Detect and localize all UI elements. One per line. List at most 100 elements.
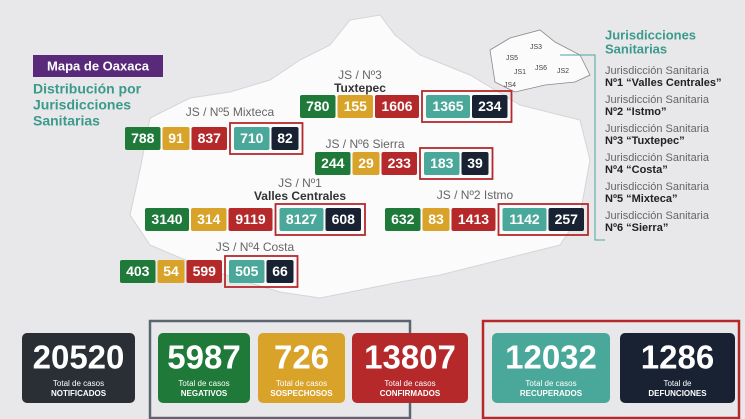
jurisdiction-label: JS / Nº2 Istmo xyxy=(437,188,514,202)
count-box xyxy=(548,208,584,231)
count-value: 3140 xyxy=(151,211,182,227)
legend-entry: Nº2 “Istmo” xyxy=(605,106,666,118)
count-value: 39 xyxy=(467,155,483,171)
count-value: 83 xyxy=(428,211,444,227)
count-value: 1413 xyxy=(458,211,489,227)
total-box xyxy=(158,333,250,403)
total-value: 20520 xyxy=(33,339,125,376)
count-box xyxy=(271,127,299,150)
count-box xyxy=(375,95,419,118)
minimap-label: JS2 xyxy=(557,68,569,75)
total-label: Total de casos xyxy=(276,379,327,388)
legend-entry: Nº5 “Mixteca” xyxy=(605,193,678,205)
total-value: 13807 xyxy=(364,339,456,376)
count-value: 155 xyxy=(344,98,368,114)
count-value: 54 xyxy=(163,263,179,279)
total-label: SOSPECHOSOS xyxy=(270,389,333,398)
count-box xyxy=(381,152,417,175)
count-value: 599 xyxy=(193,263,217,279)
total-label: CONFIRMADOS xyxy=(380,389,441,398)
highlight-outline xyxy=(497,203,589,236)
total-box xyxy=(258,333,345,403)
legend-entry: Nº1 “Valles Centrales” xyxy=(605,77,722,89)
title-box xyxy=(33,55,163,77)
count-value: 183 xyxy=(430,155,454,171)
total-label: Total de xyxy=(663,379,692,388)
count-value: 608 xyxy=(332,211,356,227)
count-box xyxy=(157,260,185,283)
count-value: 257 xyxy=(555,211,579,227)
count-box xyxy=(472,95,508,118)
legend-entry: Nº3 “Tuxtepec” xyxy=(605,135,685,147)
total-label: Total de casos xyxy=(53,379,104,388)
count-value: 66 xyxy=(272,263,288,279)
count-box xyxy=(325,208,361,231)
count-value: 780 xyxy=(306,98,330,114)
count-value: 314 xyxy=(197,211,221,227)
count-box xyxy=(228,208,273,231)
minimap-label: JS4 xyxy=(504,82,516,89)
total-box xyxy=(620,333,735,403)
legend-entry: Jurisdicción Sanitaria xyxy=(605,181,710,193)
jurisdiction-label: JS / Nº4 Costa xyxy=(216,240,295,254)
count-box xyxy=(426,95,470,118)
count-box xyxy=(300,95,336,118)
total-box xyxy=(492,333,610,403)
count-box xyxy=(424,152,460,175)
total-label: Total de casos xyxy=(384,379,435,388)
subtitle: Sanitarias xyxy=(33,113,100,129)
count-value: 710 xyxy=(240,130,264,146)
total-label: RECUPERADOS xyxy=(520,389,583,398)
highlight-outline xyxy=(224,255,299,288)
count-value: 1142 xyxy=(509,211,540,227)
count-box xyxy=(337,95,373,118)
minimap-label: JS5 xyxy=(506,55,518,62)
count-box xyxy=(451,208,496,231)
jurisdiction-label: JS / Nº5 Mixteca xyxy=(186,105,275,119)
count-value: 8127 xyxy=(286,211,317,227)
jurisdiction-label: Tuxtepec xyxy=(334,81,386,95)
legend-entry: Jurisdicción Sanitaria xyxy=(605,94,710,106)
legend-title: Jurisdicciones xyxy=(605,27,696,42)
count-value: 82 xyxy=(277,130,293,146)
count-value: 1606 xyxy=(381,98,412,114)
highlight-outline xyxy=(274,203,366,236)
count-box xyxy=(279,208,324,231)
count-box xyxy=(502,208,547,231)
count-value: 244 xyxy=(321,155,345,171)
total-value: 1286 xyxy=(641,339,714,376)
count-value: 632 xyxy=(391,211,415,227)
count-box xyxy=(191,208,227,231)
subtitle: Distribución por xyxy=(33,81,142,97)
count-box xyxy=(186,260,222,283)
count-box xyxy=(120,260,156,283)
group-outline xyxy=(481,319,741,419)
count-box xyxy=(315,152,351,175)
mini-map xyxy=(489,29,591,93)
count-box xyxy=(461,152,489,175)
count-value: 29 xyxy=(358,155,374,171)
highlight-outline xyxy=(421,90,513,123)
legend-entry: Nº6 “Sierra” xyxy=(605,222,668,234)
legend-entry: Jurisdicción Sanitaria xyxy=(605,210,710,222)
count-value: 234 xyxy=(478,98,502,114)
jurisdiction-label: JS / Nº3 xyxy=(338,68,382,82)
count-box xyxy=(234,127,270,150)
legend-entry: Jurisdicción Sanitaria xyxy=(605,152,710,164)
total-value: 726 xyxy=(274,339,329,376)
count-box xyxy=(266,260,294,283)
total-label: NOTIFICADOS xyxy=(51,389,107,398)
count-value: 233 xyxy=(388,155,412,171)
total-label: Total de casos xyxy=(525,379,576,388)
count-value: 788 xyxy=(131,130,155,146)
legend-connector xyxy=(560,54,605,241)
count-box xyxy=(162,127,190,150)
count-value: 505 xyxy=(235,263,259,279)
count-value: 1365 xyxy=(432,98,463,114)
total-label: Total de casos xyxy=(178,379,229,388)
count-box xyxy=(125,127,161,150)
highlight-outline xyxy=(419,147,494,180)
count-box xyxy=(191,127,227,150)
total-box xyxy=(22,333,135,403)
total-value: 5987 xyxy=(167,339,240,376)
